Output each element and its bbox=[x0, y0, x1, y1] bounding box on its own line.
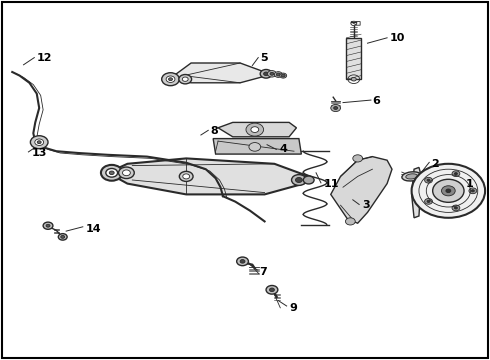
Circle shape bbox=[452, 171, 460, 176]
Circle shape bbox=[169, 78, 172, 81]
Circle shape bbox=[446, 189, 451, 193]
Circle shape bbox=[281, 74, 285, 77]
Circle shape bbox=[295, 177, 302, 183]
Circle shape bbox=[260, 69, 272, 78]
Text: 2: 2 bbox=[431, 159, 439, 169]
Circle shape bbox=[427, 200, 430, 202]
Circle shape bbox=[266, 285, 278, 294]
Circle shape bbox=[61, 235, 65, 238]
Circle shape bbox=[454, 172, 457, 175]
Circle shape bbox=[182, 77, 188, 81]
Circle shape bbox=[441, 186, 455, 196]
Text: 7: 7 bbox=[260, 267, 268, 277]
Text: 8: 8 bbox=[211, 126, 219, 136]
Ellipse shape bbox=[402, 172, 421, 181]
Circle shape bbox=[412, 164, 485, 218]
Circle shape bbox=[353, 155, 363, 162]
Polygon shape bbox=[331, 157, 392, 223]
Circle shape bbox=[452, 205, 460, 211]
Circle shape bbox=[58, 234, 67, 240]
Text: 9: 9 bbox=[289, 303, 297, 313]
Polygon shape bbox=[412, 167, 421, 218]
Text: 4: 4 bbox=[279, 144, 287, 154]
Circle shape bbox=[270, 288, 274, 292]
Circle shape bbox=[122, 170, 130, 176]
Circle shape bbox=[237, 257, 248, 266]
Circle shape bbox=[101, 165, 122, 181]
Polygon shape bbox=[213, 139, 301, 154]
Polygon shape bbox=[346, 38, 361, 79]
Circle shape bbox=[303, 176, 314, 184]
Text: 13: 13 bbox=[32, 148, 47, 158]
Circle shape bbox=[251, 127, 259, 132]
Polygon shape bbox=[108, 158, 309, 194]
Circle shape bbox=[166, 76, 175, 82]
Circle shape bbox=[276, 73, 280, 76]
Text: 12: 12 bbox=[37, 53, 52, 63]
Text: 6: 6 bbox=[372, 96, 380, 106]
Circle shape bbox=[264, 72, 269, 76]
Ellipse shape bbox=[406, 174, 417, 179]
Circle shape bbox=[179, 75, 192, 84]
Polygon shape bbox=[218, 122, 296, 137]
Circle shape bbox=[471, 190, 474, 192]
Circle shape bbox=[183, 174, 190, 179]
Circle shape bbox=[274, 72, 282, 77]
Circle shape bbox=[351, 77, 356, 81]
Circle shape bbox=[454, 207, 457, 209]
Circle shape bbox=[240, 260, 245, 263]
Circle shape bbox=[106, 168, 118, 177]
Circle shape bbox=[268, 71, 276, 77]
Text: 1: 1 bbox=[466, 179, 473, 189]
Circle shape bbox=[331, 104, 341, 112]
Circle shape bbox=[425, 198, 433, 204]
Circle shape bbox=[43, 222, 53, 229]
Circle shape bbox=[433, 179, 464, 202]
Circle shape bbox=[280, 73, 287, 78]
Circle shape bbox=[119, 167, 134, 179]
Circle shape bbox=[30, 136, 48, 149]
Polygon shape bbox=[169, 63, 267, 83]
Circle shape bbox=[37, 141, 41, 144]
Circle shape bbox=[469, 188, 477, 194]
Circle shape bbox=[345, 218, 355, 225]
Circle shape bbox=[249, 143, 261, 151]
Text: 5: 5 bbox=[260, 53, 268, 63]
Circle shape bbox=[292, 175, 306, 185]
Circle shape bbox=[35, 139, 44, 145]
Circle shape bbox=[427, 179, 430, 181]
Text: 10: 10 bbox=[390, 33, 405, 43]
Text: 3: 3 bbox=[363, 200, 370, 210]
Text: 14: 14 bbox=[86, 224, 101, 234]
Circle shape bbox=[246, 123, 264, 136]
Circle shape bbox=[46, 224, 50, 227]
Text: 11: 11 bbox=[323, 179, 339, 189]
Circle shape bbox=[109, 171, 114, 175]
Circle shape bbox=[425, 177, 433, 183]
Circle shape bbox=[179, 171, 193, 181]
Circle shape bbox=[334, 107, 338, 109]
Circle shape bbox=[162, 73, 179, 86]
Circle shape bbox=[270, 72, 274, 75]
